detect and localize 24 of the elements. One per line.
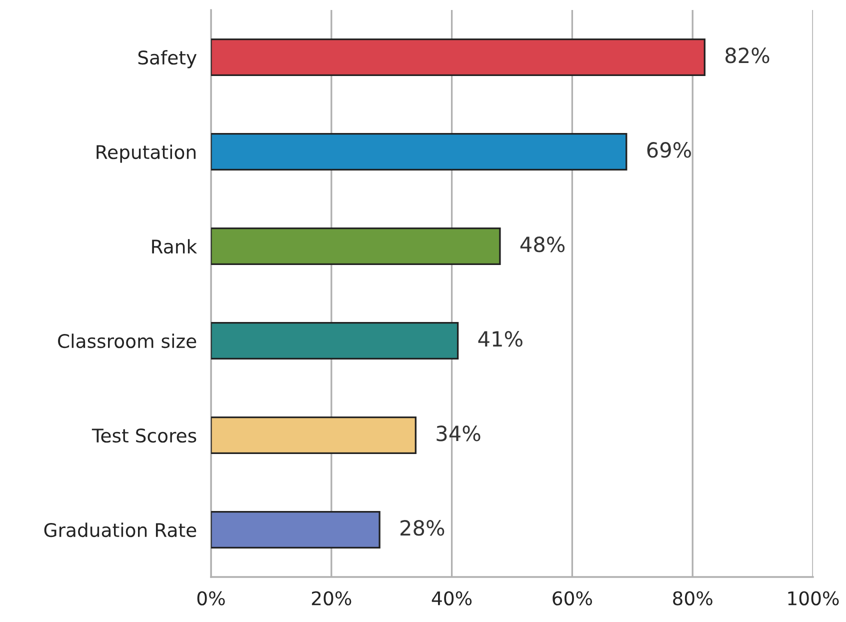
x-tick-label: 60%	[552, 591, 592, 606]
y-tick-label: Safety	[138, 50, 197, 68]
data-label: 34%	[436, 426, 480, 442]
data-label: 82%	[725, 48, 770, 64]
y-tick-label: Classroom size	[58, 334, 196, 348]
y-tick-label: Reputation	[96, 144, 196, 163]
bar	[211, 227, 501, 266]
bar	[211, 132, 628, 171]
x-tick-label: 20%	[312, 591, 352, 606]
bar	[211, 416, 417, 454]
y-tick-label: Graduation Rate	[44, 522, 196, 538]
y-tick-label: Test Scores	[92, 428, 196, 443]
data-label: 41%	[478, 331, 522, 347]
data-label: 48%	[520, 236, 565, 252]
bar	[211, 322, 459, 360]
data-label: 28%	[400, 520, 444, 536]
bar	[211, 38, 706, 76]
x-tick-label: 80%	[673, 591, 712, 606]
x-tick-label: 0%	[197, 591, 225, 606]
x-tick-label: 40%	[432, 591, 472, 606]
x-tick-label: 100%	[788, 591, 839, 606]
y-tick-label: Rank	[152, 239, 198, 254]
bar	[211, 510, 380, 549]
data-label: 69%	[647, 142, 691, 158]
